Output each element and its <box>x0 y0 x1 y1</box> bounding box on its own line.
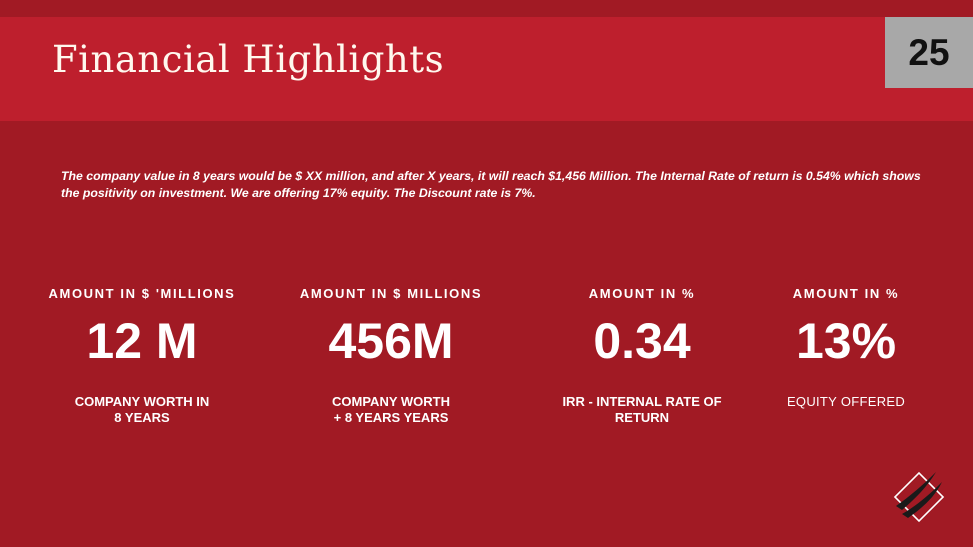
metric-description-line: COMPANY WORTH <box>332 394 450 409</box>
metric-description-line: EQUITY OFFERED <box>786 394 906 409</box>
metric-heading: AMOUNT IN $ MILLIONS <box>299 286 483 301</box>
metric-value: 13% <box>795 313 897 369</box>
metric-description: COMPANY WORTH IN 8 YEARS <box>22 394 262 426</box>
metric-description-line: + 8 YEARS YEARS <box>333 410 449 425</box>
metric-heading: AMOUNT IN % <box>792 286 900 301</box>
metric-description-line: RETURN <box>614 410 670 425</box>
metric-description: EQUITY OFFERED <box>726 394 966 410</box>
metric-description: IRR - INTERNAL RATE OF RETURN <box>522 394 762 426</box>
metric-heading: AMOUNT IN % <box>588 286 696 301</box>
metric-value: 0.34 <box>593 313 691 369</box>
summary-text: The company value in 8 years would be $ … <box>61 169 921 200</box>
metric-description-line: 8 YEARS <box>114 410 170 425</box>
metric-company-worth-8-years: AMOUNT IN $ 'MILLIONS 12 M COMPANY WORTH… <box>22 286 262 426</box>
metric-description: COMPANY WORTH + 8 YEARS YEARS <box>271 394 511 426</box>
diamond-swoosh-logo-icon <box>893 471 945 523</box>
slide-title: Financial Highlights <box>52 38 445 81</box>
metric-description-line: IRR - INTERNAL RATE OF <box>562 394 722 409</box>
page-number-badge: 25 <box>885 17 973 88</box>
metric-value: 456M <box>328 313 454 369</box>
metric-value: 12 M <box>86 313 198 369</box>
metric-heading: AMOUNT IN $ 'MILLIONS <box>48 286 236 301</box>
header-band <box>0 17 973 121</box>
metric-irr: AMOUNT IN % 0.34 IRR - INTERNAL RATE OF … <box>522 286 762 426</box>
metric-description-line: COMPANY WORTH IN <box>74 394 210 409</box>
metric-company-worth-plus-8-years: AMOUNT IN $ MILLIONS 456M COMPANY WORTH … <box>271 286 511 426</box>
metric-equity-offered: AMOUNT IN % 13% EQUITY OFFERED <box>726 286 966 410</box>
